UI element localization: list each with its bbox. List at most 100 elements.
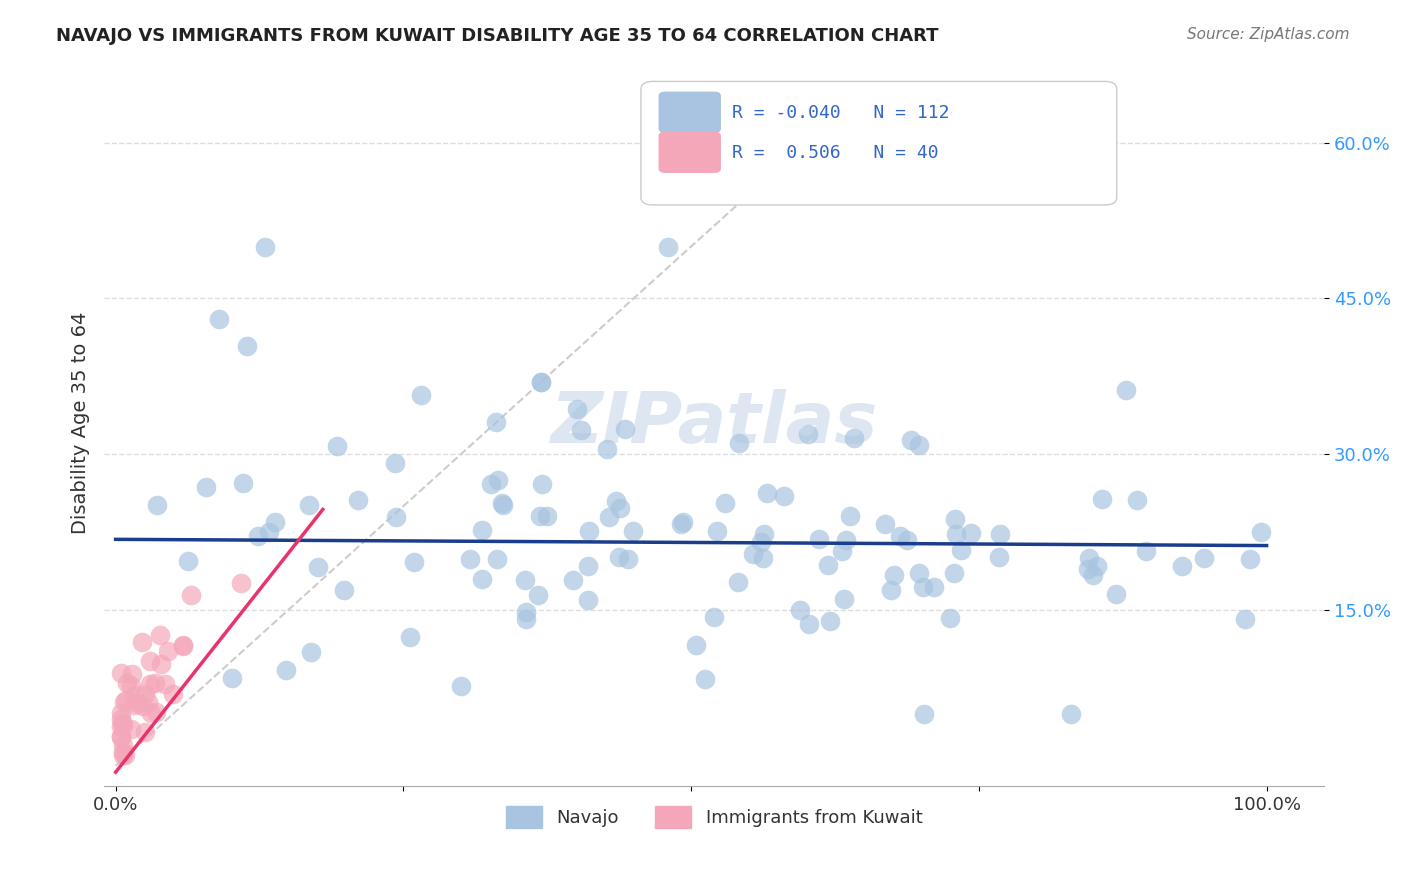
Point (172, 640, 194, 654)
Point (949, 542, 972, 557)
Point (818, 614, 841, 628)
Point (131, 635, 153, 649)
Point (645, 187, 668, 202)
Point (1115, 384, 1137, 398)
Point (114, 748, 136, 763)
Point (1171, 559, 1194, 574)
Point (138, 654, 160, 668)
Point (134, 725, 156, 739)
Point (1233, 612, 1256, 626)
Point (485, 415, 508, 429)
Point (325, 439, 347, 453)
Text: Source: ZipAtlas.com: Source: ZipAtlas.com (1187, 27, 1350, 42)
Point (617, 551, 640, 566)
Point (172, 638, 194, 652)
Point (515, 605, 537, 619)
Point (900, 434, 922, 448)
Point (749, 535, 772, 549)
Point (110, 665, 132, 680)
Point (1126, 493, 1149, 508)
Text: ZIPatlas: ZIPatlas (551, 389, 877, 458)
Point (960, 526, 983, 541)
Point (247, 529, 270, 543)
Point (127, 696, 149, 710)
Point (138, 677, 160, 691)
Point (221, 671, 243, 685)
Point (111, 716, 134, 731)
Point (229, 576, 252, 591)
Point (530, 375, 553, 389)
Point (110, 719, 132, 733)
Point (672, 515, 695, 529)
Point (143, 676, 166, 690)
Point (613, 422, 636, 436)
Point (134, 686, 156, 700)
Point (755, 485, 778, 500)
Point (180, 588, 202, 602)
Point (131, 698, 153, 713)
Point (124, 698, 146, 712)
Point (157, 644, 180, 658)
Point (706, 524, 728, 538)
Point (299, 645, 322, 659)
Point (889, 529, 911, 543)
FancyBboxPatch shape (659, 92, 720, 132)
Point (817, 558, 839, 572)
Point (1060, 706, 1083, 721)
Point (208, 312, 231, 326)
Text: R = -0.040   N = 112: R = -0.040 N = 112 (733, 103, 950, 121)
Point (1239, 552, 1261, 566)
Point (908, 566, 931, 580)
Point (485, 551, 508, 566)
Point (146, 498, 169, 512)
Point (569, 423, 592, 437)
Point (607, 549, 630, 564)
Point (576, 559, 599, 574)
Point (110, 730, 132, 744)
Point (530, 477, 553, 491)
Point (796, 426, 818, 441)
Legend: Navajo, Immigrants from Kuwait: Navajo, Immigrants from Kuwait (499, 799, 929, 836)
Text: R =  0.506   N = 40: R = 0.506 N = 40 (733, 144, 939, 161)
Point (346, 493, 368, 508)
Point (908, 438, 931, 452)
Point (621, 524, 644, 538)
Point (1091, 491, 1114, 506)
Point (945, 527, 967, 541)
Point (110, 706, 132, 720)
Point (669, 516, 692, 531)
Point (609, 501, 631, 516)
Point (703, 610, 725, 624)
Point (713, 496, 735, 510)
Text: NAVAJO VS IMMIGRANTS FROM KUWAIT DISABILITY AGE 35 TO 64 CORRELATION CHART: NAVAJO VS IMMIGRANTS FROM KUWAIT DISABIL… (56, 27, 939, 45)
Point (492, 498, 515, 512)
Point (307, 559, 329, 574)
Point (385, 509, 408, 524)
Point (471, 572, 494, 586)
Point (111, 738, 134, 752)
Point (922, 580, 945, 594)
Point (807, 532, 830, 546)
Point (1250, 525, 1272, 540)
Y-axis label: Disability Age 35 to 64: Disability Age 35 to 64 (72, 312, 90, 534)
Point (1083, 567, 1105, 582)
Point (844, 431, 866, 445)
Point (486, 473, 509, 487)
Point (162, 687, 184, 701)
Point (1077, 562, 1099, 576)
Point (136, 695, 159, 709)
Point (527, 588, 550, 602)
Point (578, 524, 600, 538)
Point (298, 498, 321, 512)
Point (276, 664, 298, 678)
Point (605, 493, 627, 508)
Point (111, 745, 134, 759)
Point (114, 693, 136, 707)
Point (530, 375, 553, 389)
Point (529, 509, 551, 524)
Point (471, 523, 494, 537)
Point (727, 574, 749, 589)
Point (943, 512, 966, 526)
Point (896, 533, 918, 547)
Point (727, 436, 749, 450)
